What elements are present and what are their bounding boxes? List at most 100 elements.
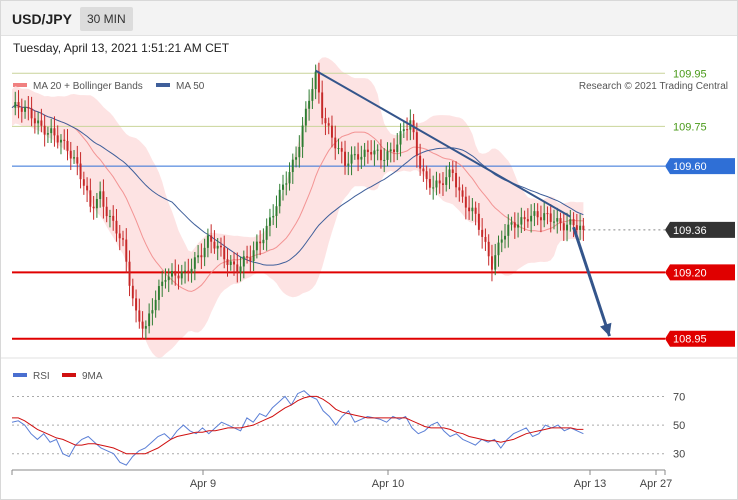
candle-body	[135, 298, 138, 311]
candle-body	[118, 233, 121, 239]
candle-body	[344, 151, 347, 166]
candle-body	[219, 245, 222, 248]
candle-body	[363, 149, 366, 157]
candle-body	[180, 271, 183, 279]
timeframe-button[interactable]: 30 MIN	[80, 7, 133, 31]
level-label-109.60: 109.60	[673, 161, 707, 173]
ma50-legend-swatch	[156, 83, 170, 87]
candle-body	[184, 270, 187, 272]
candle-body	[546, 213, 549, 215]
candle-body	[20, 107, 23, 112]
rsi-legend-label: RSI	[33, 371, 50, 382]
candle-body	[575, 225, 578, 230]
candle-body	[177, 275, 180, 279]
candle-body	[73, 157, 76, 159]
candle-body	[252, 250, 255, 261]
candle-body	[69, 150, 72, 159]
candle-body	[376, 149, 379, 151]
candle-body	[17, 102, 20, 108]
candle-body	[347, 163, 350, 166]
candle-body	[138, 310, 141, 322]
candle-body	[288, 172, 291, 184]
candle-body	[507, 224, 510, 236]
candle-body	[105, 206, 108, 217]
x-tick-label: Apr 13	[574, 478, 606, 490]
level-box-108.95	[665, 330, 735, 347]
candle-body	[174, 271, 177, 276]
candle-body	[291, 159, 294, 173]
candle-body	[370, 152, 373, 155]
candle-body	[190, 268, 193, 273]
candle-body	[112, 215, 115, 221]
candle-body	[500, 239, 503, 243]
candle-body	[144, 326, 147, 329]
candle-body	[402, 129, 405, 132]
candle-body	[513, 222, 516, 228]
x-tick-label: Apr 9	[190, 478, 216, 490]
candle-body	[520, 217, 523, 225]
candle-body	[360, 156, 363, 160]
candle-body	[487, 241, 490, 257]
candle-body	[59, 139, 62, 143]
candle-body	[236, 264, 239, 273]
candle-body	[510, 222, 513, 225]
candle-body	[366, 149, 369, 153]
candle-body	[216, 245, 219, 249]
candle-body	[171, 271, 173, 277]
candle-body	[330, 125, 333, 138]
candle-body	[272, 215, 275, 218]
candle-body	[490, 256, 493, 270]
candle-body	[151, 310, 154, 314]
candle-body	[30, 108, 33, 119]
candle-body	[262, 239, 265, 244]
candle-body	[40, 120, 43, 126]
candle-body	[161, 281, 164, 287]
candle-body	[553, 221, 555, 223]
candle-body	[275, 206, 278, 216]
candle-body	[304, 108, 307, 126]
candle-body	[396, 144, 399, 153]
candle-body	[464, 196, 467, 208]
rsi-line	[11, 390, 584, 466]
ma9-legend-label: 9MA	[82, 371, 103, 382]
rsi-ma9-line	[12, 395, 584, 455]
ma50-legend-label: MA 50	[176, 81, 205, 92]
candle-body	[530, 215, 533, 222]
candle-body	[86, 185, 89, 191]
x-tick-label: Apr 10	[372, 478, 404, 490]
symbol-label: USD/JPY	[12, 11, 72, 27]
candle-body	[95, 198, 98, 209]
candle-body	[268, 217, 271, 226]
candle-body	[164, 280, 167, 282]
candle-body	[46, 133, 49, 135]
level-box-109.60	[665, 158, 735, 175]
candle-body	[249, 257, 252, 261]
projection-arrow-shaft	[572, 226, 611, 337]
candle-body	[350, 154, 353, 164]
candle-body	[278, 189, 281, 207]
candle-body	[543, 213, 546, 221]
candle-body	[50, 128, 53, 134]
candle-body	[321, 92, 324, 119]
candle-body	[255, 241, 258, 251]
candle-body	[317, 71, 320, 93]
candle-body	[458, 187, 461, 191]
candle-body	[373, 150, 376, 155]
resistance-trendline	[315, 69, 571, 218]
candle-body	[53, 128, 56, 136]
candle-body	[125, 239, 128, 262]
candle-body	[203, 247, 206, 258]
timestamp: Tuesday, April 13, 2021 1:51:21 AM CET	[13, 41, 230, 55]
candle-body	[428, 178, 431, 188]
rsi-tick-70: 70	[673, 391, 685, 403]
candle-body	[79, 163, 82, 180]
candle-body	[393, 149, 395, 153]
candle-body	[455, 172, 458, 188]
candle-body	[265, 225, 268, 240]
candle-body	[301, 125, 304, 147]
candle-body	[242, 256, 245, 267]
candle-body	[559, 218, 562, 224]
candle-body	[425, 171, 428, 179]
candle-body	[389, 149, 392, 152]
